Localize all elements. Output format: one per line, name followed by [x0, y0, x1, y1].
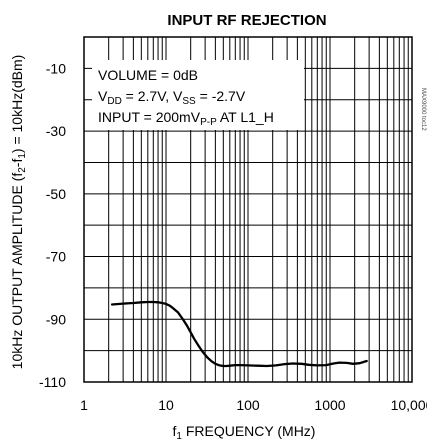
series-line [110, 300, 368, 368]
plot-frame [83, 36, 413, 383]
y-tick-label: -70 [46, 249, 66, 265]
annotation-volume: VOLUME = 0dB [98, 67, 198, 83]
chart-title: INPUT RF REJECTION [167, 12, 326, 29]
annotation-block: VOLUME = 0dB VDD = 2.7V, VSS = -2.7V INP… [92, 60, 304, 130]
y-tick-label: -90 [46, 311, 66, 327]
y-axis-label: 10kHz OUTPUT AMPLITUDE (f2-f1) = 10kHz(d… [9, 55, 28, 370]
annotation-supply: VDD = 2.7V, VSS = -2.7V [98, 88, 246, 107]
x-tick-labels: 1 10 100 1000 10,000 [80, 397, 427, 413]
x-tick-label: 10 [158, 397, 174, 413]
annotation-input: INPUT = 200mVP-P AT L1_H [98, 109, 274, 128]
x-axis-label: f1 FREQUENCY (MHz) [173, 423, 316, 442]
y-tick-labels: -10 -30 -50 -70 -90 -110 [39, 60, 66, 390]
figure-code: MAX9000 toc12 [420, 88, 426, 131]
annotation-background [92, 60, 304, 130]
y-tick-label: -10 [46, 60, 66, 76]
y-tick-label: -30 [46, 123, 66, 139]
y-tick-label: -50 [46, 186, 66, 202]
x-tick-label: 1000 [314, 397, 345, 413]
y-tick-label: -110 [39, 374, 66, 390]
x-tick-label: 1 [80, 397, 88, 413]
x-tick-label: 100 [236, 397, 260, 413]
x-tick-label: 10,000 [391, 397, 427, 413]
